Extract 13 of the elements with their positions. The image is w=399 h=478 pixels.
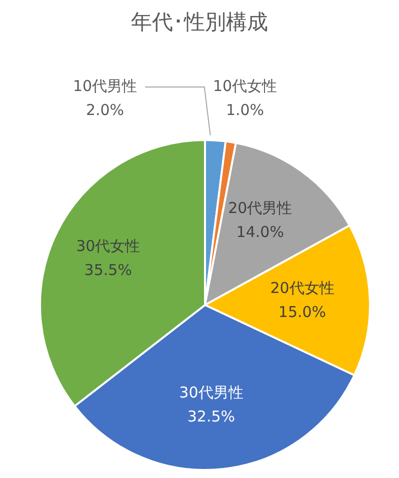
slice-label: 20代男性 (228, 199, 292, 218)
data-label: 1.0% (226, 101, 264, 119)
data-label: 2.0% (86, 101, 124, 119)
slice-label: 30代男性 (179, 384, 244, 402)
data-label: 32.5% (187, 408, 236, 426)
slice-label: 30代女性 (76, 236, 140, 255)
slice-label: 20代女性 (270, 278, 334, 297)
slice-label: 10代男性 (72, 77, 138, 95)
data-label: 14.0% (236, 223, 284, 242)
slice-label: 10代女性 (212, 77, 278, 95)
data-label: 35.5% (84, 260, 132, 279)
chart-title: 年代･性別構成 (130, 9, 269, 36)
data-label: 15.0% (278, 302, 326, 321)
